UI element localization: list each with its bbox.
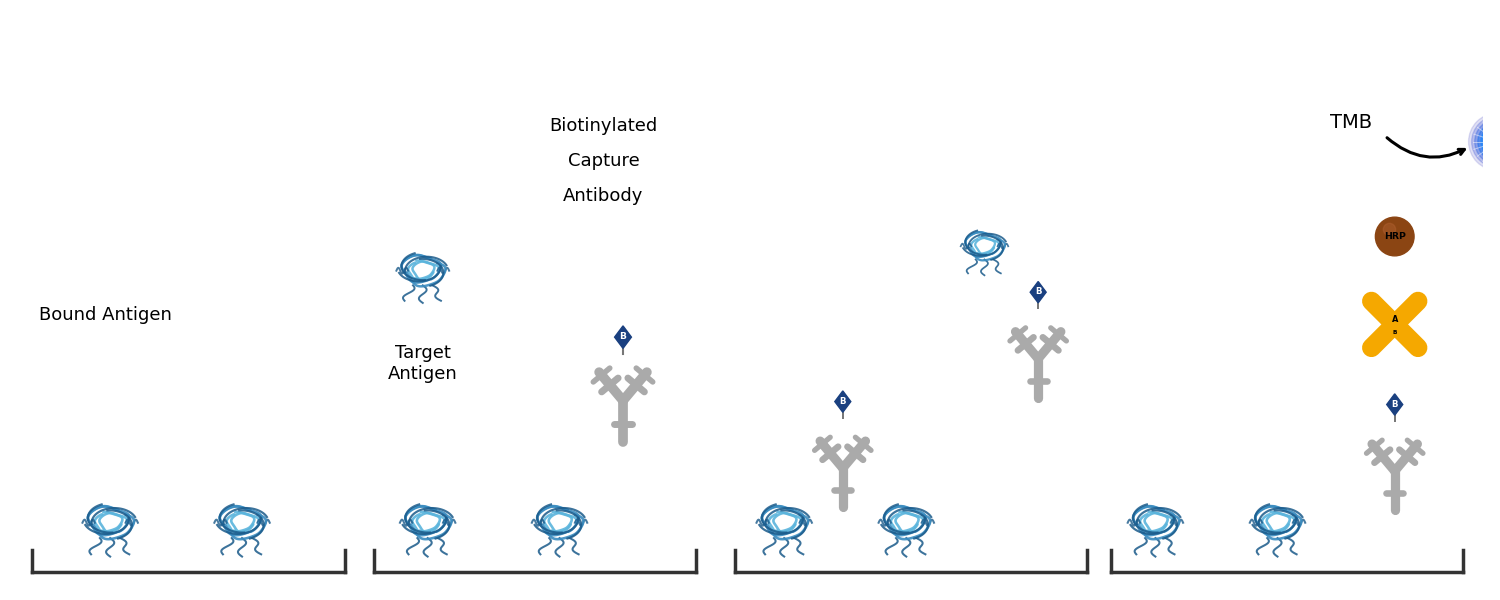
Circle shape [1376,217,1414,256]
Circle shape [1472,116,1500,167]
Circle shape [1468,113,1500,170]
Circle shape [1490,134,1500,149]
Circle shape [1478,122,1500,161]
Text: Target
Antigen: Target Antigen [388,344,458,383]
Text: A: A [1392,315,1398,324]
Circle shape [1480,125,1500,158]
Text: Biotinylated: Biotinylated [549,117,657,135]
Text: HRP: HRP [1384,232,1406,241]
Circle shape [1474,119,1500,164]
Circle shape [1484,128,1500,155]
Text: B: B [1392,330,1396,335]
Polygon shape [615,326,632,349]
Text: Antibody: Antibody [564,187,644,205]
Text: B: B [620,332,627,341]
Text: Bound Antigen: Bound Antigen [39,305,171,323]
Text: TMB: TMB [1329,113,1372,132]
Text: Capture: Capture [567,152,639,170]
Text: B: B [1035,287,1041,296]
Polygon shape [836,391,850,412]
Circle shape [1383,223,1395,236]
Circle shape [1492,137,1500,146]
Text: B: B [840,397,846,406]
Text: B: B [1392,400,1398,409]
Polygon shape [1386,394,1402,415]
Polygon shape [1030,281,1045,303]
Circle shape [1486,131,1500,152]
